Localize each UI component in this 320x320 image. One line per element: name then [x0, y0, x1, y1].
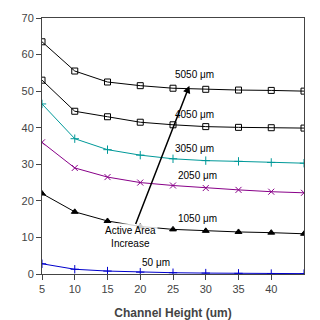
svg-text:25: 25	[167, 283, 179, 295]
svg-text:20: 20	[22, 195, 34, 207]
svg-text:Channel Height (um): Channel Height (um)	[114, 306, 231, 320]
svg-text:0: 0	[28, 268, 34, 280]
svg-text:70: 70	[22, 12, 34, 24]
svg-text:10: 10	[22, 231, 34, 243]
svg-text:4050 μm: 4050 μm	[175, 109, 214, 120]
svg-text:60: 60	[22, 48, 34, 60]
svg-text:15: 15	[101, 283, 113, 295]
svg-text:40: 40	[22, 122, 34, 134]
svg-text:35: 35	[232, 283, 244, 295]
svg-text:5050 μm: 5050 μm	[175, 69, 214, 80]
svg-text:30: 30	[22, 158, 34, 170]
svg-text:10: 10	[69, 283, 81, 295]
svg-text:3050 μm: 3050 μm	[175, 143, 214, 154]
svg-text:2050 μm: 2050 μm	[178, 170, 217, 181]
svg-text:1050 μm: 1050 μm	[178, 213, 217, 224]
svg-text:Active AreaIncrease: Active AreaIncrease	[105, 225, 156, 249]
svg-text:50 μm: 50 μm	[142, 257, 170, 268]
svg-text:5: 5	[39, 283, 45, 295]
svg-text:40: 40	[265, 283, 277, 295]
svg-text:50: 50	[22, 85, 34, 97]
svg-text:20: 20	[134, 283, 146, 295]
svg-text:30: 30	[200, 283, 212, 295]
